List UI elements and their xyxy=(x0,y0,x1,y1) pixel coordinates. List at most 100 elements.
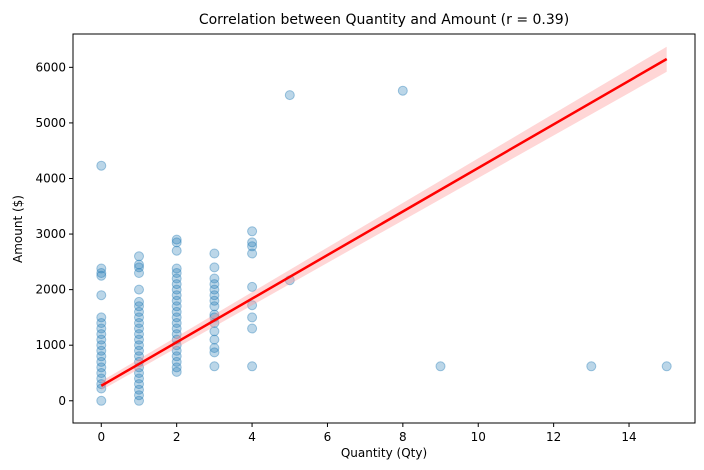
y-tick-label: 1000 xyxy=(35,338,66,352)
x-tick-label: 12 xyxy=(546,430,561,444)
plot-area: 0 2 4 6 8 10 12 14 0 1000 2000 3000 4000 5000 6000 xyxy=(35,33,696,444)
data-point xyxy=(96,318,107,328)
x-tick-label: 2 xyxy=(173,430,181,444)
data-point xyxy=(209,295,220,306)
y-tick-label: 2000 xyxy=(35,283,66,297)
data-point xyxy=(209,273,220,284)
data-point xyxy=(209,326,220,337)
data-point xyxy=(96,351,107,362)
regression-line xyxy=(100,57,668,387)
data-point xyxy=(209,279,220,290)
x-axis-label: Quantity (Qty) xyxy=(341,446,427,460)
data-point xyxy=(96,334,107,345)
data-point xyxy=(134,334,144,345)
data-point xyxy=(134,296,144,307)
data-point xyxy=(134,259,144,270)
data-point xyxy=(247,323,258,334)
data-point xyxy=(134,268,144,278)
data-point xyxy=(209,334,220,345)
data-point xyxy=(134,284,144,295)
x-tick-label: 4 xyxy=(248,430,256,444)
data-point xyxy=(397,85,408,96)
data-point xyxy=(96,270,107,281)
data-point xyxy=(96,362,107,373)
data-point xyxy=(171,279,182,290)
data-point xyxy=(209,248,220,259)
data-point xyxy=(247,312,258,323)
x-tick-label: 14 xyxy=(621,430,636,444)
data-point xyxy=(209,262,220,273)
x-tick-label: 8 xyxy=(399,430,407,444)
plot-frame xyxy=(72,33,696,424)
y-tick-label: 0 xyxy=(58,394,66,408)
data-point xyxy=(134,301,144,312)
data-point xyxy=(171,345,182,356)
data-point xyxy=(171,268,182,278)
data-point xyxy=(134,323,144,334)
data-point xyxy=(247,300,258,311)
data-point xyxy=(96,268,107,278)
data-point xyxy=(134,368,144,378)
data-point xyxy=(247,361,258,372)
data-point xyxy=(134,318,144,328)
data-point xyxy=(96,395,107,406)
data-point xyxy=(209,347,220,358)
data-point xyxy=(209,290,220,301)
data-point xyxy=(134,329,144,340)
data-point xyxy=(134,262,144,273)
data-point xyxy=(284,90,295,101)
data-point xyxy=(247,237,258,248)
data-point xyxy=(247,241,258,252)
data-point xyxy=(171,366,182,377)
data-point xyxy=(134,373,144,384)
data-point xyxy=(96,356,107,367)
y-tick-label: 3000 xyxy=(35,227,66,241)
data-point xyxy=(134,345,144,356)
data-point xyxy=(171,295,182,306)
data-point xyxy=(586,361,597,372)
data-point xyxy=(435,361,446,372)
data-point xyxy=(134,251,144,262)
data-point xyxy=(171,301,182,312)
data-point xyxy=(96,290,107,301)
x-tick-label: 6 xyxy=(324,430,332,444)
data-point xyxy=(209,343,220,353)
data-point xyxy=(96,368,107,378)
data-point xyxy=(96,383,107,394)
data-point xyxy=(247,248,258,259)
data-point xyxy=(134,390,144,401)
data-point xyxy=(96,160,107,171)
data-point xyxy=(209,284,220,295)
x-tick-label: 10 xyxy=(471,430,486,444)
data-point xyxy=(171,312,182,323)
data-point xyxy=(134,384,144,395)
data-point xyxy=(171,273,182,284)
data-point xyxy=(134,306,144,317)
y-tick-label: 4000 xyxy=(35,171,66,185)
x-tick-label: 0 xyxy=(97,430,105,444)
data-point xyxy=(171,351,182,362)
data-point xyxy=(209,361,220,372)
data-point xyxy=(247,226,258,237)
data-point xyxy=(96,345,107,356)
y-tick-label: 6000 xyxy=(35,60,66,74)
data-point xyxy=(171,263,182,274)
data-point xyxy=(134,351,144,362)
data-point xyxy=(96,263,107,274)
data-point xyxy=(96,312,107,323)
data-point xyxy=(171,329,182,340)
data-point xyxy=(209,301,220,312)
data-point xyxy=(171,318,182,328)
data-point xyxy=(96,340,107,351)
data-point xyxy=(171,284,182,295)
confidence-band xyxy=(101,46,667,391)
data-point xyxy=(661,361,672,372)
chart-title: Correlation between Quantity and Amount … xyxy=(199,12,569,28)
data-point xyxy=(134,379,144,390)
data-point xyxy=(96,329,107,340)
data-point xyxy=(171,237,182,248)
y-tick-label: 5000 xyxy=(35,116,66,130)
data-point xyxy=(247,281,258,292)
data-point xyxy=(134,395,144,406)
